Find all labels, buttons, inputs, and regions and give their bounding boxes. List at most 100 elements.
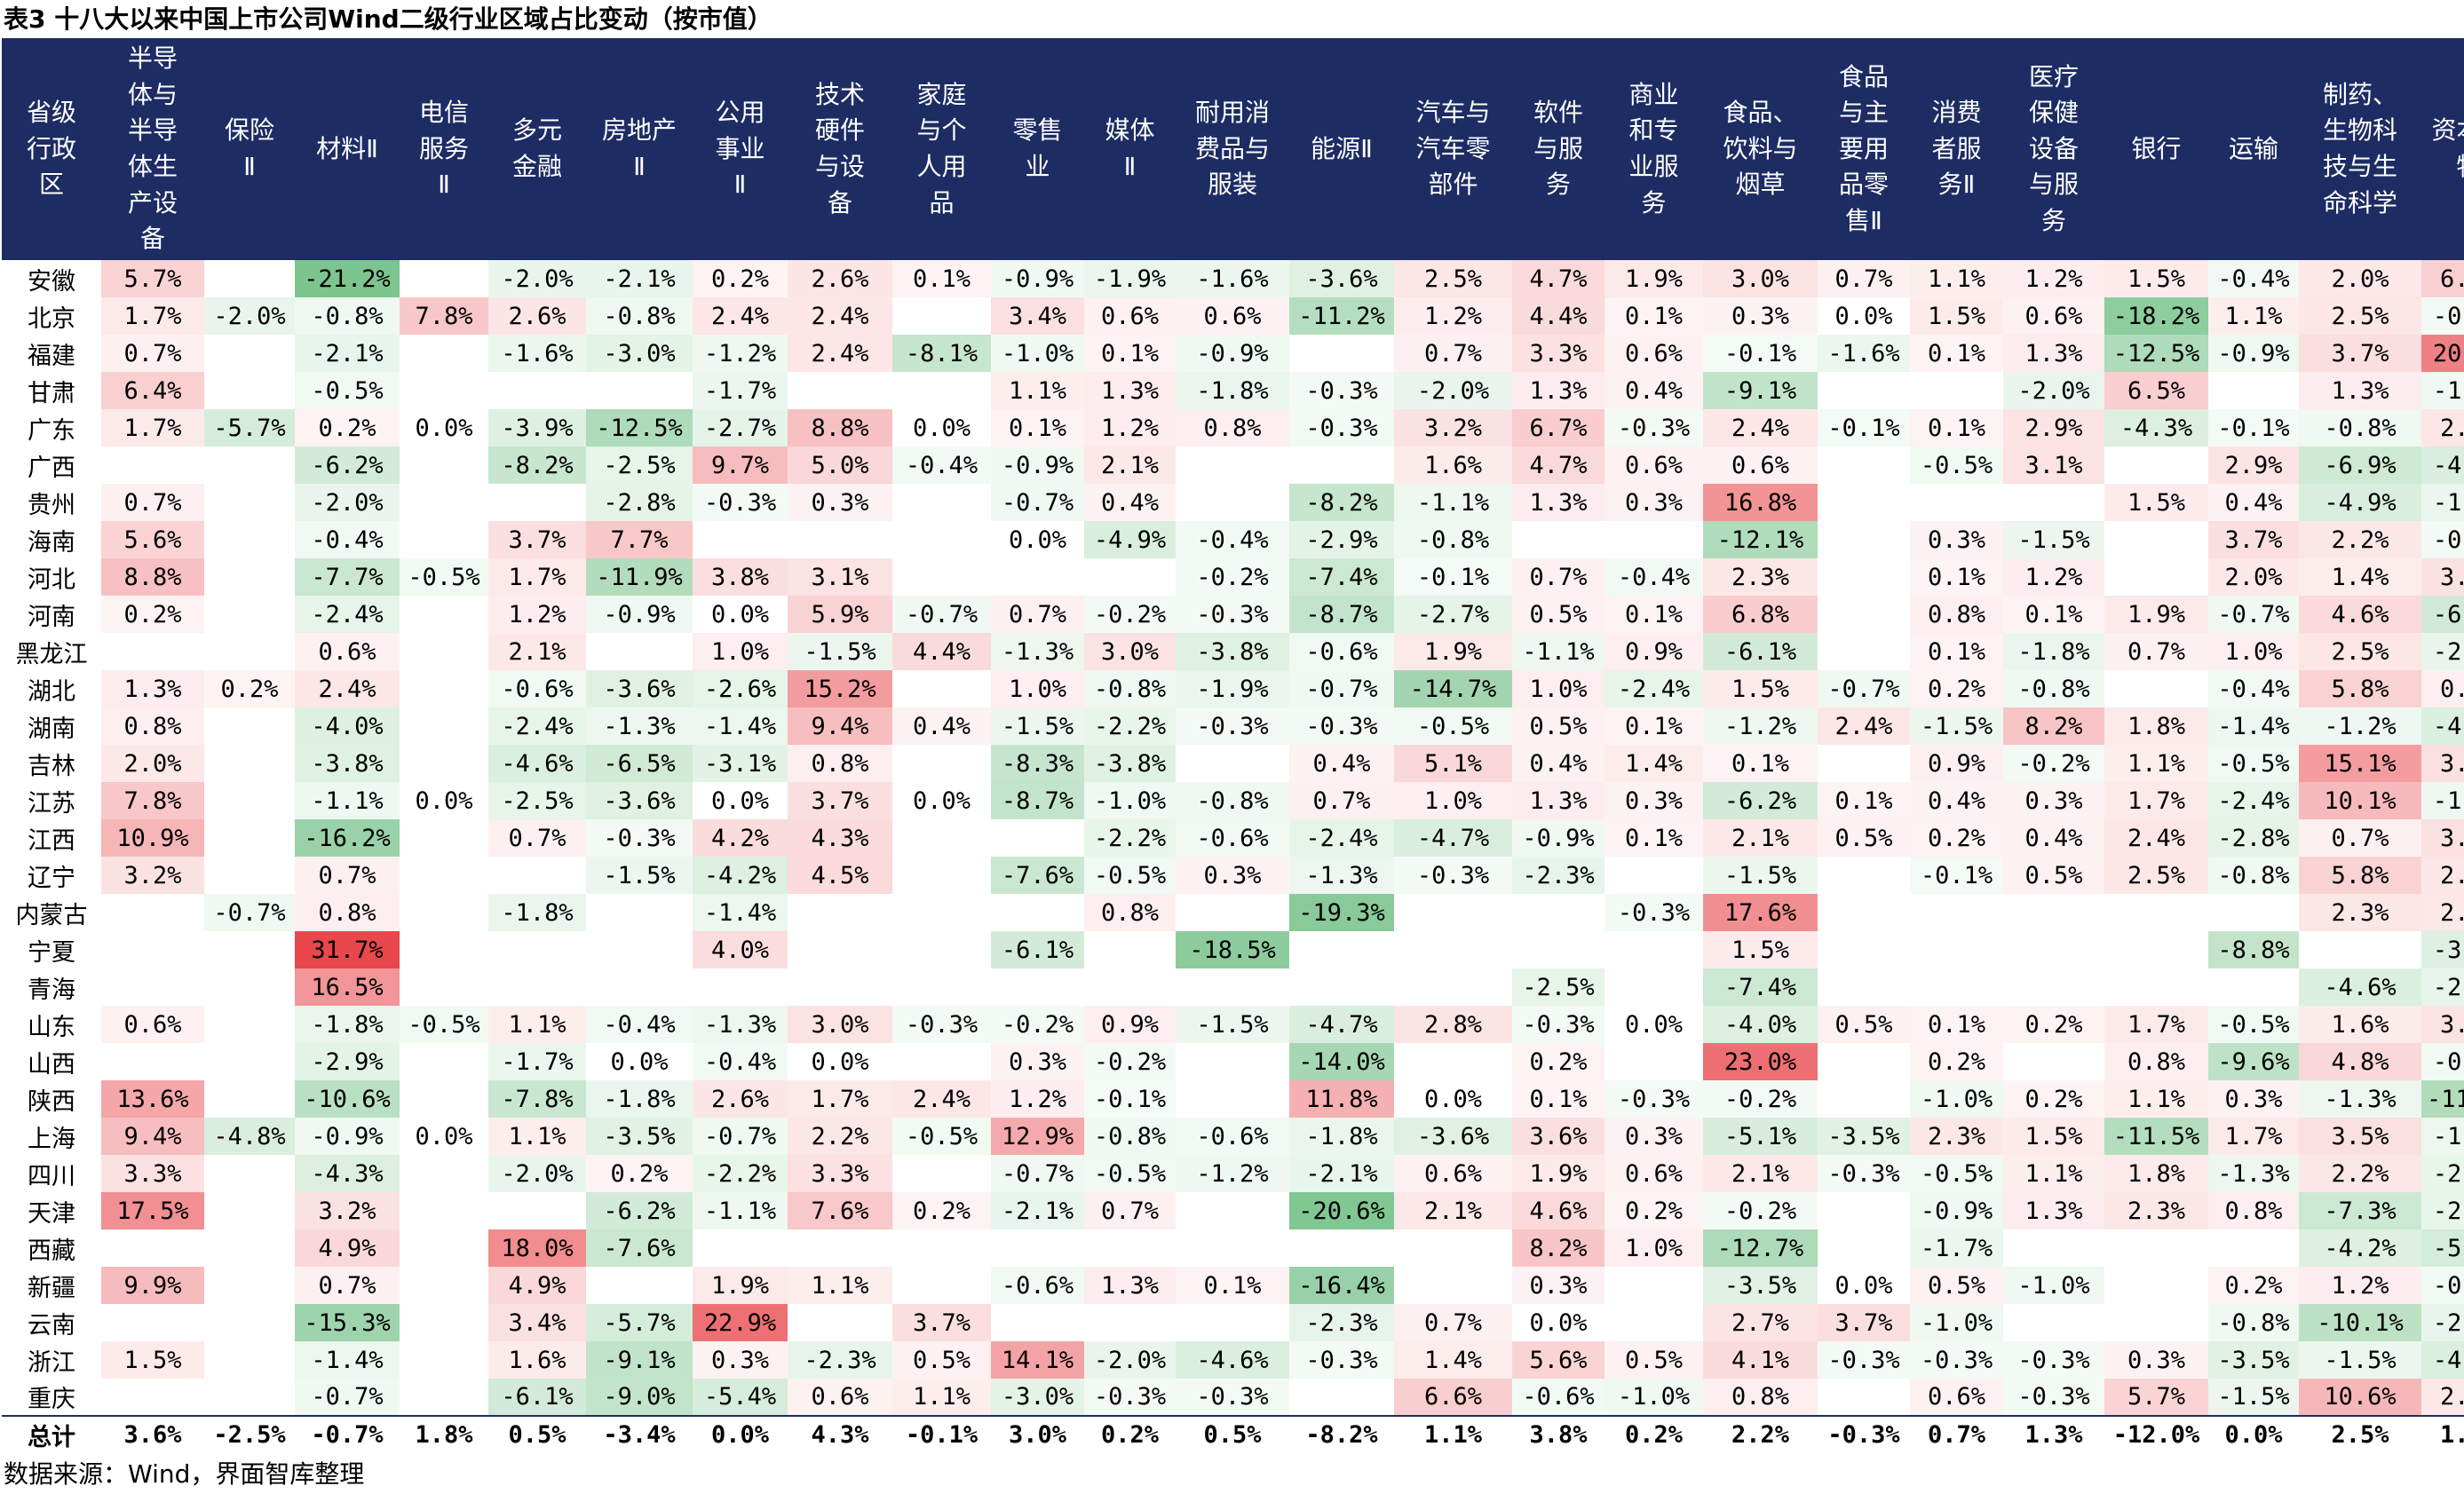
value-cell: -0.7% [892, 596, 991, 633]
value-cell: -18.5% [1176, 931, 1289, 968]
value-cell: 6.4% [101, 372, 204, 409]
value-cell: -3.8% [295, 745, 400, 782]
value-cell: 2.4% [693, 297, 788, 335]
value-cell: 8.8% [101, 558, 204, 596]
value-cell [400, 521, 488, 558]
province-cell: 宁夏 [28, 938, 75, 967]
value-cell: -2.5% [1512, 968, 1604, 1006]
value-cell: 3.7% [2208, 521, 2299, 558]
value-cell: 1.1% [2104, 745, 2208, 782]
value-cell [2003, 484, 2104, 521]
value-cell: 2.0% [2299, 260, 2421, 297]
value-cell [1604, 857, 1703, 894]
value-cell: 0.7% [1818, 260, 1910, 297]
column-header: 媒体 Ⅱ [1084, 38, 1176, 260]
province-cell: 江西 [28, 826, 75, 855]
value-cell: -0.7% [295, 1415, 400, 1453]
value-cell: 0.6% [1604, 447, 1703, 484]
value-cell: -2.0% [2003, 372, 2104, 409]
value-cell [1176, 484, 1289, 521]
column-header: 食品 与主 要用 品零 售Ⅱ [1818, 38, 1910, 260]
value-cell: 0.6% [101, 1006, 204, 1043]
header-line: 汽车零 [1415, 133, 1491, 163]
value-cell: 3.1% [788, 558, 892, 596]
province-cell: 山东 [28, 1013, 75, 1041]
value-cell: -1.9% [1176, 670, 1289, 707]
column-header: 房地产 Ⅱ [586, 38, 693, 260]
value-cell: -1.5% [991, 707, 1084, 745]
column-header: 保险 Ⅱ [204, 38, 295, 260]
value-cell [1604, 968, 1703, 1006]
value-cell: 0.8% [1910, 596, 2003, 633]
column-header: 技术 硬件 与设备 [788, 38, 892, 260]
table-row: 天津 17.5% 3.2% -6.2% -1.1% 7.6% 0.2% -2.1% 0.7% -2… [2, 1192, 2464, 1229]
province-cell: 广东 [28, 416, 75, 445]
province-cell: 四川 [28, 1162, 75, 1190]
value-cell: -3.9% [2421, 931, 2464, 968]
header-line: 品 [929, 187, 955, 217]
value-cell: -1.5% [586, 857, 693, 894]
value-cell: -1.5% [1176, 1006, 1289, 1043]
value-cell [1394, 931, 1512, 968]
table-row: 新疆 9.9% 0.7% 4.9% 1.9% 1.1% -0.6% 1.3% 0.1% -16.4… [2, 1267, 2464, 1304]
value-cell [488, 857, 586, 894]
value-cell [1512, 521, 1604, 558]
value-cell: 1.5% [2104, 484, 2208, 521]
value-cell: -4.6% [488, 745, 586, 782]
value-cell: 5.9% [788, 596, 892, 633]
value-cell: 3.0% [991, 1415, 1084, 1453]
value-cell: 3.4% [488, 1304, 586, 1341]
value-cell: 1.7% [488, 558, 586, 596]
value-cell: 0.6% [295, 633, 400, 670]
header-line: 设备 [2028, 133, 2079, 163]
value-cell: -2.1% [1289, 1155, 1394, 1192]
value-cell: 2.6% [488, 297, 586, 335]
value-cell [991, 1229, 1084, 1267]
value-cell [204, 1379, 295, 1416]
value-cell: -2.1% [295, 335, 400, 372]
value-cell: -0.2% [2003, 745, 2104, 782]
column-header: 省级 行政区 [2, 38, 101, 260]
value-cell: 1.5% [1703, 931, 1818, 968]
table-row: 四川 3.3% -4.3% -2.0% 0.2% -2.2% 3.3% -0.7% -0.5% -… [2, 1155, 2464, 1192]
value-cell: -1.5% [1910, 707, 2003, 745]
header-line: 人用 [916, 152, 967, 181]
value-cell: 0.8% [295, 894, 400, 931]
value-cell [1818, 633, 1910, 670]
value-cell: 0.0% [1008, 526, 1067, 554]
value-cell: 0.0% [415, 1122, 473, 1150]
value-cell: -7.6% [991, 857, 1084, 894]
table-row: 内蒙古 -0.7% 0.8% -1.8% -1.4% 0.8% -19.3% -0.3% 17.… [2, 894, 2464, 931]
value-cell: 3.0% [1084, 633, 1176, 670]
value-cell: -10.6% [295, 1080, 400, 1118]
value-cell [204, 596, 295, 633]
value-cell: -2.2% [2421, 1155, 2464, 1192]
value-cell: 0.7% [1084, 1192, 1176, 1229]
value-cell [1910, 894, 2003, 931]
value-cell: -2.0% [1084, 1341, 1176, 1379]
value-cell: 2.6% [788, 260, 892, 297]
value-cell: -0.3% [693, 484, 788, 521]
value-cell: 0.4% [1910, 782, 2003, 819]
value-cell: -7.4% [1289, 558, 1394, 596]
value-cell [400, 745, 488, 782]
value-cell [2104, 521, 2208, 558]
value-cell: 5.7% [101, 260, 204, 297]
value-cell: -1.7% [488, 1043, 586, 1080]
value-cell: -1.1% [1512, 633, 1604, 670]
value-cell: -0.4% [892, 447, 991, 484]
value-cell: 1.5% [1910, 297, 2003, 335]
value-cell [1910, 968, 2003, 1006]
value-cell: 0.0% [693, 1415, 788, 1453]
value-cell [400, 968, 488, 1006]
value-cell: 2.4% [1818, 707, 1910, 745]
value-cell: 0.1% [2003, 596, 2104, 633]
header-line: 运输 [2228, 133, 2278, 163]
province-cell: 天津 [28, 1199, 75, 1228]
value-cell [1818, 372, 1910, 409]
value-cell: -4.6% [1176, 1341, 1289, 1379]
value-cell: 0.4% [892, 707, 991, 745]
value-cell: -5.1% [1703, 1118, 1818, 1155]
value-cell: 0.0% [811, 1047, 869, 1076]
header-row: 省级 行政区半导 体与 半导 体生 产设备保险 Ⅱ 材料Ⅱ 电信 服务 Ⅱ 多元 金融 房地产 Ⅱ 公用 事业 Ⅱ… [2, 38, 2464, 260]
